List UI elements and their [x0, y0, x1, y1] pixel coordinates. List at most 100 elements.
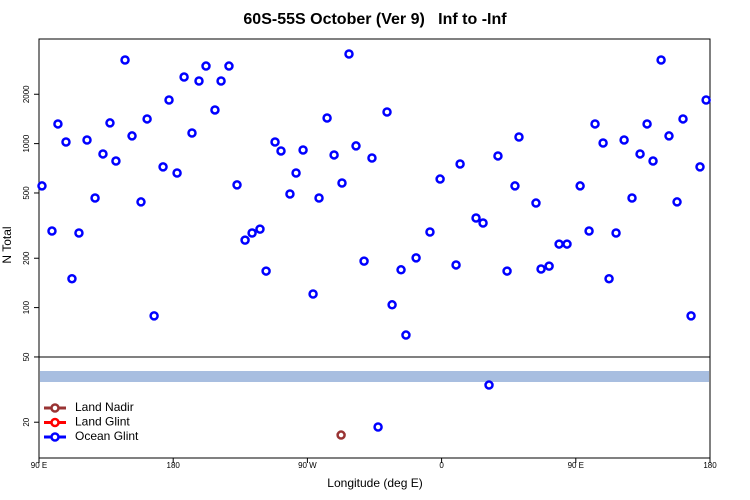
data-point — [158, 162, 168, 172]
data-point — [67, 273, 77, 284]
y-tick-label: 500 — [22, 186, 31, 200]
data-point — [611, 228, 621, 238]
legend-label: Land Glint — [75, 415, 130, 429]
data-point — [514, 132, 524, 142]
data-point — [136, 197, 146, 207]
data-point — [584, 226, 594, 236]
data-point — [701, 95, 711, 105]
y-tick-label: 1000 — [22, 134, 31, 152]
data-point — [98, 149, 108, 159]
x-tick-label: 180 — [167, 461, 181, 470]
data-point — [401, 330, 411, 340]
data-point — [484, 380, 494, 390]
legend-label: Ocean Glint — [75, 429, 139, 443]
data-point — [451, 260, 461, 270]
data-point — [471, 213, 481, 223]
data-point — [276, 146, 286, 156]
data-point — [120, 55, 130, 65]
y-tick-label: 100 — [22, 300, 31, 314]
data-point — [604, 273, 614, 284]
data-point — [90, 193, 100, 203]
data-point — [329, 150, 339, 160]
y-tick-label: 50 — [22, 352, 31, 361]
data-point — [164, 95, 174, 105]
data-point — [411, 253, 421, 263]
x-axis-label: Longitude (deg E) — [327, 476, 422, 490]
data-point — [478, 218, 488, 228]
legend-marker — [50, 432, 60, 442]
data-point — [336, 430, 346, 440]
data-point — [562, 239, 572, 249]
data-point — [247, 228, 257, 238]
data-point — [255, 224, 265, 234]
data-point — [172, 168, 182, 178]
data-point — [194, 76, 204, 86]
data-point — [554, 239, 564, 249]
y-axis-label: N Total — [0, 226, 14, 263]
data-point — [373, 422, 383, 432]
y-tick-label: 200 — [22, 251, 31, 265]
x-tick-label: 90 W — [298, 461, 317, 470]
data-point — [531, 198, 541, 208]
data-point — [642, 119, 652, 129]
data-point — [291, 168, 301, 178]
data-point — [382, 107, 392, 117]
data-point — [656, 55, 666, 65]
data-point — [127, 131, 137, 141]
data-point — [455, 159, 465, 169]
data-point — [493, 151, 503, 161]
data-point — [201, 61, 211, 71]
data-point — [598, 138, 608, 148]
data-point — [210, 105, 220, 115]
data-point — [149, 311, 159, 321]
data-point — [351, 141, 361, 151]
data-point — [142, 114, 152, 124]
data-point — [179, 72, 189, 82]
data-point — [359, 256, 369, 266]
data-point — [678, 114, 688, 124]
data-point — [664, 131, 674, 141]
data-point — [435, 174, 445, 184]
x-tick-label: 180 — [703, 461, 717, 470]
data-point — [187, 128, 197, 138]
data-point — [47, 226, 57, 236]
data-point — [627, 193, 637, 203]
y-tick-label: 20 — [22, 417, 31, 426]
data-point — [575, 181, 585, 191]
data-point — [544, 261, 554, 271]
data-point — [82, 135, 92, 145]
data-point — [648, 156, 658, 166]
y-tick-label: 2000 — [22, 85, 31, 103]
legend-label: Land Nadir — [75, 400, 134, 414]
plot-frame — [38, 38, 711, 459]
data-point — [322, 113, 332, 123]
data-point — [111, 156, 121, 166]
x-tick-label: 90 E — [568, 461, 584, 470]
data-point — [635, 149, 645, 159]
data-point — [232, 180, 242, 190]
data-point — [367, 153, 377, 163]
data-point — [308, 289, 318, 299]
data-point — [590, 119, 600, 129]
data-point — [510, 181, 520, 191]
data-point — [502, 266, 512, 276]
data-point — [270, 137, 280, 147]
data-point — [337, 178, 347, 188]
data-point — [61, 137, 71, 147]
x-tick-label: 90 E — [31, 461, 47, 470]
data-point — [314, 193, 324, 203]
legend-marker — [50, 417, 60, 428]
data-point — [619, 135, 629, 145]
data-point — [261, 266, 271, 276]
data-point — [105, 118, 115, 128]
data-point — [387, 300, 397, 310]
data-point — [240, 235, 250, 245]
data-point — [686, 311, 696, 321]
x-tick-label: 0 — [439, 461, 444, 470]
data-point — [425, 227, 435, 237]
chart-title: 60S-55S October (Ver 9) Inf to -Inf — [243, 11, 507, 28]
data-point — [53, 119, 63, 129]
data-point — [344, 49, 354, 59]
data-point — [695, 162, 705, 172]
